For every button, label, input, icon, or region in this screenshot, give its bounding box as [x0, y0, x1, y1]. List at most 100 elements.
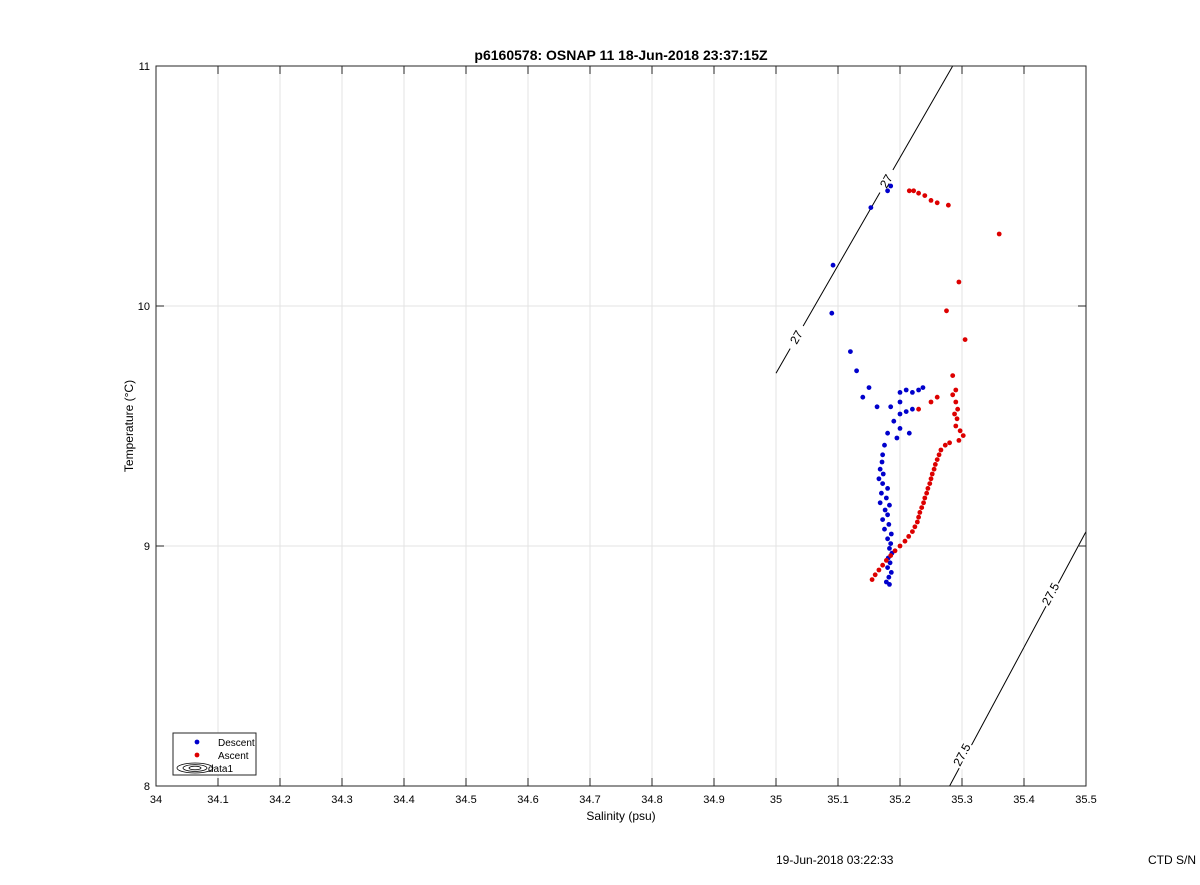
data-point [919, 505, 925, 510]
data-point [879, 459, 885, 465]
data-point [880, 481, 886, 486]
data-point [928, 399, 934, 405]
data-point [888, 531, 894, 537]
isopycnal-line [949, 531, 1087, 787]
data-point [956, 279, 962, 285]
data-point [953, 399, 959, 405]
data-point [882, 526, 887, 532]
data-point [903, 387, 909, 393]
x-tick-label: 34.2 [269, 794, 290, 806]
data-point [938, 447, 944, 453]
x-tick-label: 34.5 [455, 794, 476, 806]
data-point [906, 188, 912, 194]
data-point [916, 406, 921, 412]
data-point [962, 337, 968, 342]
data-point [917, 510, 923, 515]
data-point [916, 387, 921, 393]
x-axis-label: Salinity (psu) [586, 809, 655, 823]
data-point [906, 534, 912, 539]
data-point [950, 392, 956, 398]
data-point [892, 548, 898, 554]
x-tick-label: 35.2 [889, 794, 910, 806]
data-point [902, 538, 908, 544]
data-point [888, 570, 894, 575]
legend-contour-ring [188, 765, 202, 771]
data-point [885, 512, 890, 518]
x-tick-label: 35 [770, 794, 782, 806]
series-ascent [869, 188, 1002, 582]
data-point [887, 546, 892, 551]
legend-label-data1: data1 [208, 764, 233, 775]
data-point [922, 495, 928, 501]
x-tick-label: 34.1 [207, 794, 228, 806]
footer-timestamp: 19-Jun-2018 03:22:33 [776, 853, 894, 867]
data-series [829, 183, 1002, 587]
data-point [880, 471, 886, 477]
data-point [996, 231, 1002, 237]
data-point [910, 406, 915, 412]
data-point [912, 524, 918, 530]
data-point [928, 476, 934, 482]
isopycnal-line [775, 65, 954, 374]
data-point [882, 507, 888, 513]
data-point [944, 308, 949, 314]
data-point [927, 481, 933, 486]
data-point [887, 502, 892, 508]
isopycnal-label-bg [1038, 579, 1063, 609]
data-point [924, 490, 930, 496]
data-point [874, 404, 880, 410]
data-point [942, 442, 948, 448]
y-axis-ticks: 8 9 10 11 [138, 61, 1086, 793]
x-tick-label: 34 [150, 794, 162, 806]
data-point [910, 529, 915, 534]
data-point [887, 560, 893, 566]
legend-box [172, 732, 257, 776]
x-tick-label: 34.8 [641, 794, 662, 806]
isopycnal-label-bg [783, 322, 810, 352]
data-point [876, 567, 882, 573]
data-point [885, 536, 890, 542]
data-point [955, 406, 961, 412]
data-point [911, 188, 917, 194]
isopycnal-label-bg [873, 166, 899, 196]
data-point [957, 428, 963, 434]
y-tick-label: 11 [139, 61, 150, 73]
data-point [877, 466, 883, 472]
x-tick-label: 35.4 [1013, 794, 1034, 806]
data-point [928, 198, 934, 203]
plot-frame [155, 65, 1087, 787]
x-tick-label: 34.7 [579, 794, 600, 806]
legend-marker-contour [176, 762, 214, 774]
legend-contour-ring [182, 764, 208, 772]
y-tick-label: 9 [144, 541, 150, 553]
data-point [830, 262, 836, 268]
data-point [866, 385, 872, 390]
data-point [931, 466, 937, 472]
data-point [829, 310, 835, 316]
data-point [885, 565, 890, 570]
data-point [936, 452, 942, 458]
data-point [888, 553, 894, 558]
chart-title: p6160578: OSNAP 11 18-Jun-2018 23:37:15Z [474, 47, 768, 63]
data-point [953, 387, 959, 393]
data-point [879, 490, 884, 496]
data-point [886, 574, 892, 580]
data-point [869, 577, 875, 582]
data-point [848, 349, 853, 354]
data-point [883, 495, 889, 501]
data-point [897, 390, 903, 395]
legend-label-ascent: Ascent [218, 751, 249, 762]
legend-marker-descent [194, 739, 200, 745]
series-descent [829, 183, 926, 587]
data-point [860, 394, 866, 400]
x-tick-label: 34.9 [703, 794, 724, 806]
data-point [897, 399, 903, 405]
data-point [920, 385, 926, 390]
data-point [954, 416, 960, 422]
data-point [947, 440, 952, 446]
data-point [886, 522, 892, 527]
data-point [887, 582, 892, 587]
data-point [891, 418, 897, 424]
data-point [916, 190, 921, 196]
